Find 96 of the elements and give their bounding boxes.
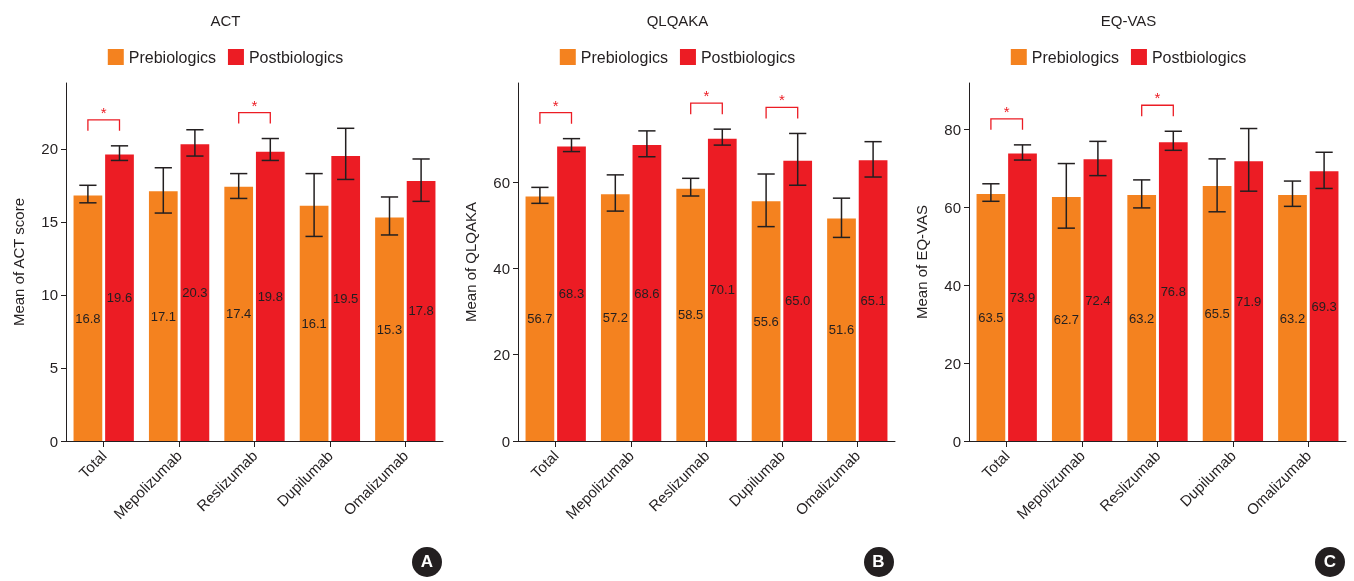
bar bbox=[525, 196, 554, 441]
y-tick-label: 40 bbox=[492, 259, 510, 277]
data-label: 55.6 bbox=[752, 313, 779, 329]
letter-badge: B bbox=[863, 547, 894, 577]
bar bbox=[299, 205, 329, 441]
annotation: * bbox=[251, 96, 258, 114]
y-tick-label: 60 bbox=[492, 173, 510, 191]
data-label: 57.2 bbox=[602, 310, 628, 326]
data-label: 56.7 bbox=[526, 311, 553, 327]
y-axis-title: Mean of EQ-VAS bbox=[913, 205, 930, 319]
annotation: * bbox=[778, 91, 785, 109]
data-label: 17.1 bbox=[150, 308, 176, 324]
y-tick-label: 20 bbox=[492, 346, 510, 364]
bar bbox=[224, 186, 254, 441]
y-tick-label: 40 bbox=[944, 276, 961, 294]
y-tick-label: 0 bbox=[952, 432, 961, 450]
data-label: 73.9 bbox=[1009, 289, 1036, 305]
data-label: 58.5 bbox=[677, 307, 703, 323]
data-label: 16.8 bbox=[75, 310, 101, 326]
data-label: 68.3 bbox=[558, 286, 584, 302]
legend-label: Postbiologics bbox=[1151, 48, 1247, 66]
y-axis-title: Mean of QLQAKA bbox=[461, 201, 479, 323]
y-tick-label: 20 bbox=[41, 140, 58, 158]
bar bbox=[632, 145, 661, 441]
bar bbox=[751, 201, 780, 441]
bar bbox=[600, 194, 630, 441]
data-label: 71.9 bbox=[1236, 293, 1262, 309]
bar bbox=[1278, 195, 1307, 441]
data-label: 62.7 bbox=[1053, 311, 1079, 327]
y-tick-label: 80 bbox=[944, 121, 961, 139]
bar bbox=[1202, 186, 1232, 441]
bar bbox=[1051, 197, 1081, 441]
annotation: * bbox=[552, 96, 559, 114]
y-tick-label: 0 bbox=[501, 432, 510, 450]
bar bbox=[331, 156, 361, 441]
bar bbox=[858, 160, 887, 441]
letter-badge: A bbox=[412, 547, 442, 577]
legend-label: Postbiologics bbox=[700, 48, 795, 66]
bar bbox=[375, 217, 404, 441]
data-label: 65.5 bbox=[1204, 306, 1230, 322]
bar bbox=[1008, 153, 1037, 441]
y-tick-label: 5 bbox=[49, 359, 58, 377]
bar bbox=[1234, 161, 1264, 441]
data-label: 19.8 bbox=[257, 288, 283, 304]
data-label: 20.3 bbox=[182, 285, 208, 301]
data-label: 17.4 bbox=[226, 306, 252, 322]
bar bbox=[782, 160, 812, 441]
legend-label: Prebiologics bbox=[580, 48, 668, 66]
data-label: 63.2 bbox=[1129, 310, 1155, 326]
bar bbox=[255, 151, 285, 441]
annotation: * bbox=[1003, 102, 1010, 120]
bar bbox=[148, 191, 178, 441]
data-label: 63.5 bbox=[978, 309, 1004, 325]
data-label: 70.1 bbox=[709, 282, 735, 298]
bar bbox=[707, 138, 737, 441]
data-label: 19.5 bbox=[333, 291, 359, 307]
bar bbox=[1083, 159, 1113, 441]
y-tick-label: 20 bbox=[944, 354, 961, 372]
bar bbox=[1127, 195, 1157, 441]
bar bbox=[1309, 171, 1339, 441]
data-label: 76.8 bbox=[1160, 284, 1186, 300]
annotation: * bbox=[100, 103, 107, 121]
legend-label: Prebiologics bbox=[128, 48, 216, 66]
letter-badge: C bbox=[1315, 547, 1345, 577]
legend-label: Prebiologics bbox=[1031, 48, 1119, 66]
bar bbox=[73, 195, 103, 441]
data-label: 72.4 bbox=[1085, 292, 1111, 308]
bar bbox=[180, 144, 210, 441]
legend-label: Postbiologics bbox=[248, 48, 344, 66]
data-label: 65.0 bbox=[784, 293, 810, 309]
data-label: 16.1 bbox=[301, 315, 327, 331]
bar bbox=[556, 146, 586, 441]
data-label: 17.8 bbox=[408, 303, 434, 319]
chart-title: EQ-VAS bbox=[1100, 12, 1157, 29]
bar bbox=[1158, 142, 1188, 441]
bar bbox=[105, 154, 134, 441]
bar bbox=[406, 180, 436, 441]
y-tick-label: 10 bbox=[41, 286, 58, 304]
bar bbox=[675, 188, 705, 441]
bar bbox=[826, 218, 856, 441]
y-tick-label: 15 bbox=[41, 213, 58, 231]
annotation: * bbox=[703, 87, 710, 105]
data-label: 68.6 bbox=[633, 285, 660, 301]
annotation: * bbox=[1154, 89, 1161, 107]
bar bbox=[976, 193, 1006, 441]
data-label: 69.3 bbox=[1311, 298, 1337, 314]
data-label: 19.6 bbox=[106, 290, 133, 306]
chart-title: QLQAKA bbox=[646, 12, 708, 29]
y-tick-label: 60 bbox=[944, 199, 961, 217]
data-label: 51.6 bbox=[828, 322, 854, 338]
chart-title: ACT bbox=[210, 12, 241, 29]
data-label: 63.2 bbox=[1279, 310, 1306, 326]
data-label: 15.3 bbox=[376, 321, 403, 337]
data-label: 65.1 bbox=[859, 293, 886, 309]
y-axis-title: Mean of ACT score bbox=[10, 197, 27, 327]
y-tick-label: 0 bbox=[49, 432, 58, 450]
